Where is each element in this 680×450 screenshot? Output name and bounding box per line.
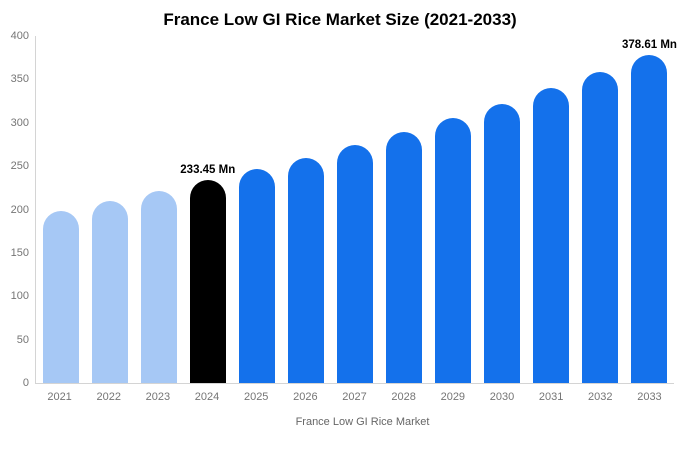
bar-2029[interactable] <box>435 118 472 383</box>
bar-column-2032 <box>576 36 625 383</box>
bar-column-2027 <box>330 36 379 383</box>
bar-2027[interactable] <box>337 145 373 383</box>
bar-2025[interactable] <box>238 169 275 383</box>
y-tick-300: 300 <box>10 116 29 129</box>
bar-column-2033: 378.61 Mn <box>621 36 677 383</box>
y-tick-400: 400 <box>10 30 29 42</box>
bar-2030[interactable] <box>484 103 521 383</box>
bar-column-2030 <box>478 36 527 383</box>
legend-label[interactable]: France Low GI Rice Market <box>295 415 430 428</box>
bar-column-2031 <box>527 36 576 383</box>
bar-column-2024: 233.45 Mn <box>180 36 236 383</box>
y-tick-350: 350 <box>10 73 29 86</box>
bar-2033[interactable] <box>631 54 668 383</box>
x-tick-2025: 2025 <box>243 391 269 403</box>
plot-area: 0 50 100 150 200 250 300 350 400 233.45 Mn 378.61… <box>11 30 677 389</box>
x-tick-2030: 2030 <box>489 391 515 403</box>
bar-2024[interactable] <box>189 180 226 383</box>
y-tick-200: 200 <box>10 203 29 216</box>
chart-title: France Low GI Rice Market Size (2021-203… <box>163 10 517 29</box>
bar-2026[interactable] <box>287 157 324 383</box>
bar-2021[interactable] <box>42 210 79 383</box>
y-tick-100: 100 <box>10 290 29 303</box>
y-tick-50: 50 <box>16 333 29 346</box>
x-tick-2023: 2023 <box>145 391 171 403</box>
bar-column-2023 <box>134 36 183 383</box>
bar-column-2025 <box>232 36 281 383</box>
bar-2022[interactable] <box>91 201 128 383</box>
x-tick-2032: 2032 <box>588 391 613 403</box>
x-tick-2031: 2031 <box>538 391 564 403</box>
bar-2028[interactable] <box>386 131 423 383</box>
y-tick-0: 0 <box>22 377 29 389</box>
x-tick-2033: 2033 <box>637 391 662 403</box>
x-tick-2028: 2028 <box>391 391 416 403</box>
bar-2023[interactable] <box>140 191 177 383</box>
bar-column-2028 <box>380 36 429 383</box>
y-axis: 0 50 100 150 200 250 300 350 400 <box>1 30 29 389</box>
bar-column-2026 <box>281 36 330 383</box>
x-tick-2029: 2029 <box>440 391 466 403</box>
x-tick-2021: 2021 <box>47 391 72 403</box>
x-tick-2022: 2022 <box>96 391 121 403</box>
legend-swatch[interactable] <box>251 415 289 428</box>
bar-column-2022 <box>85 36 134 383</box>
bar-2031[interactable] <box>533 88 570 383</box>
x-tick-2027: 2027 <box>342 391 367 403</box>
bar-value-label-2024: 233.45 Mn <box>180 164 236 177</box>
bar-column-2021 <box>36 36 85 383</box>
x-tick-2024: 2024 <box>194 391 220 403</box>
bars: 233.45 Mn 378.61 Mn <box>36 36 677 383</box>
legend: France Low GI Rice Market <box>0 415 680 428</box>
bar-2032[interactable] <box>582 71 619 383</box>
x-tick-2026: 2026 <box>293 391 318 403</box>
y-tick-250: 250 <box>10 160 29 173</box>
bar-column-2029 <box>429 36 478 383</box>
y-tick-150: 150 <box>10 246 29 259</box>
x-axis: 2021 2022 2023 2024 2025 2026 2027 2028 2029 2030… <box>35 384 674 403</box>
bar-value-label-2033: 378.61 Mn <box>621 38 677 51</box>
